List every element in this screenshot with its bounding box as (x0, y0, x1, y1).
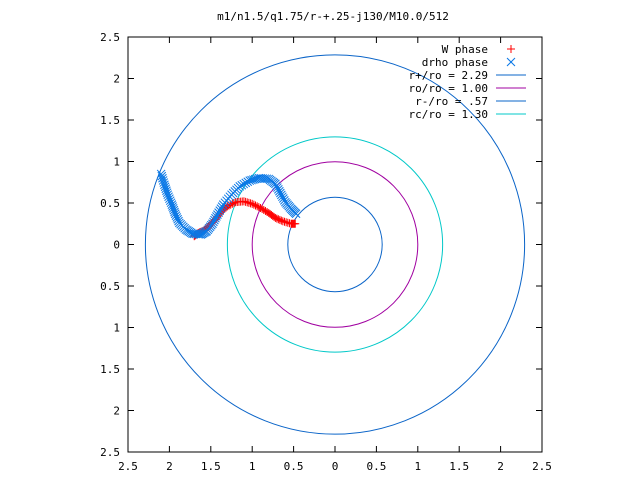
x-tick-label: 2.5 (532, 460, 552, 473)
y-tick-label: 0.5 (100, 197, 120, 210)
x-tick-label: 2 (497, 460, 504, 473)
x-tick-label: 1 (249, 460, 256, 473)
x-tick-label: 2 (166, 460, 173, 473)
w-phase-point (261, 206, 270, 215)
drho-phase-point (241, 178, 251, 188)
y-tick-label: 1.5 (100, 363, 120, 376)
w-phase-point (259, 205, 268, 214)
y-tick-label: 0.5 (100, 280, 120, 293)
x-tick-label: 1.5 (201, 460, 221, 473)
y-tick-label: 0 (113, 239, 120, 252)
w-phase-point (258, 204, 267, 213)
y-tick-label: 2.5 (100, 31, 120, 44)
legend-label: drho phase (422, 56, 488, 69)
drho-phase-point (239, 179, 249, 189)
legend-label: r-/ro = .57 (415, 95, 488, 108)
drho-phase-point (262, 174, 272, 184)
y-tick-label: 2 (113, 73, 120, 86)
x-tick-label: 1 (414, 460, 421, 473)
w-phase-point (248, 199, 257, 208)
reference-circles (144, 54, 526, 435)
x-tick-label: 0.5 (284, 460, 304, 473)
w-phase-point (254, 203, 263, 212)
legend-label: W phase (442, 43, 488, 56)
drho-phase-point (213, 210, 222, 219)
series-drho-phase (156, 169, 301, 239)
w-phase-point (253, 202, 262, 211)
x-tick-label: 0.5 (366, 460, 386, 473)
axis-tick-labels: 2.5 2 1.5 1 0.5 0 0.5 1 1.5 2 2.52.521.510.500.511… (100, 31, 552, 473)
y-tick-label: 2.5 (100, 446, 120, 459)
circle-r- (287, 196, 383, 293)
series-w-phase (190, 197, 300, 241)
drho-phase-point (237, 180, 247, 190)
data-series (156, 169, 301, 241)
drho-phase-point (235, 182, 245, 191)
circle-rc (226, 136, 444, 353)
circle-ro (251, 161, 419, 328)
y-tick-label: 1 (113, 156, 120, 169)
w-phase-point (256, 203, 265, 212)
x-tick-label: 0 (332, 460, 339, 473)
x-tick-label: 2.5 (118, 460, 138, 473)
y-tick-label: 1 (113, 322, 120, 335)
w-phase-point (291, 219, 300, 228)
drho-phase-point (215, 206, 225, 215)
y-tick-label: 1.5 (100, 114, 120, 127)
w-phase-point (251, 201, 260, 210)
axis-ticks (127, 36, 543, 453)
legend-label: r+/ro = 2.29 (409, 69, 488, 82)
w-phase-point (249, 200, 258, 209)
legend-marker (506, 57, 516, 67)
y-tick-label: 2 (113, 405, 120, 418)
chart-title: m1/n1.5/q1.75/r-+.25-j130/M10.0/512 (217, 10, 449, 23)
drho-phase-point (217, 202, 227, 212)
drho-phase-point (291, 209, 301, 219)
legend-label: ro/ro = 1.00 (409, 82, 488, 95)
legend-marker (507, 45, 515, 53)
x-tick-label: 1.5 (449, 460, 469, 473)
drho-phase-point (216, 204, 226, 213)
circle-r+ (144, 54, 526, 435)
drho-phase-point (260, 174, 270, 183)
w-phase-point (226, 200, 235, 209)
legend-label: rc/ro = 1.30 (409, 108, 488, 121)
drho-phase-point (214, 208, 223, 217)
